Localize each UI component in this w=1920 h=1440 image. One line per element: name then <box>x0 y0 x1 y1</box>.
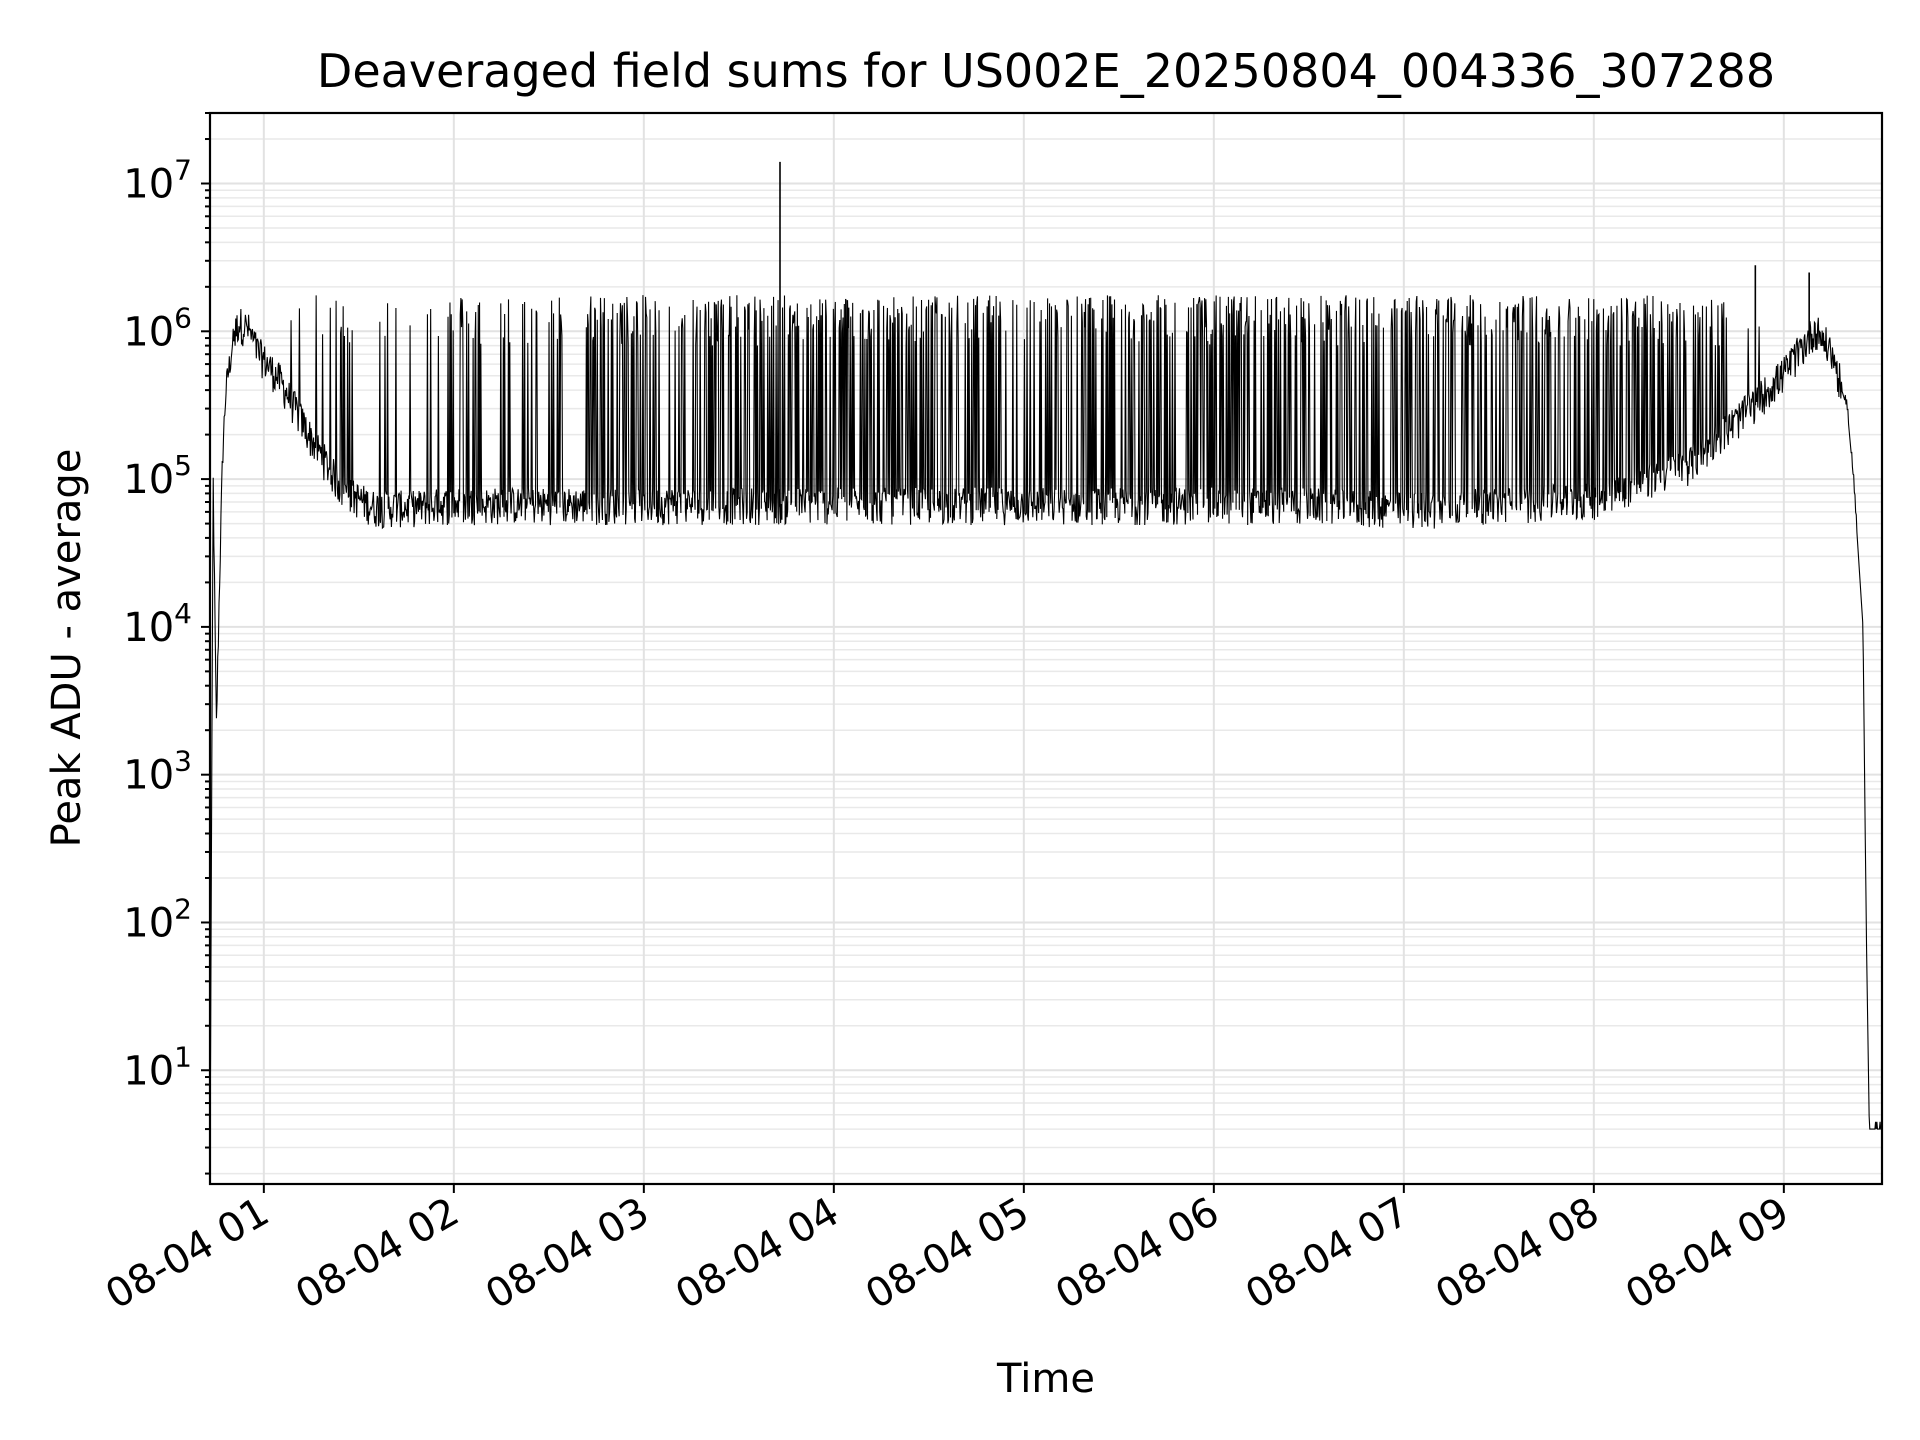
x-tick-label: 08-04 09 <box>1618 1189 1797 1319</box>
x-tick-label: 08-04 05 <box>858 1189 1037 1319</box>
series-layer <box>209 161 1882 1169</box>
x-tick-label: 08-04 04 <box>668 1189 847 1319</box>
x-tick-label: 08-04 07 <box>1238 1189 1417 1319</box>
series-line <box>209 295 1882 1169</box>
y-axis-label: Peak ADU - average <box>44 449 90 848</box>
y-axis: 101 102 103 104 105 106 107 <box>123 112 210 1175</box>
y-tick-label: 101 <box>123 1040 192 1094</box>
x-tick-label: 08-04 03 <box>478 1189 657 1319</box>
y-tick-label: 107 <box>123 154 192 208</box>
chart-title: Deaveraged field sums for US002E_2025080… <box>317 44 1775 98</box>
x-tick-label: 08-04 02 <box>288 1189 467 1319</box>
y-tick-label: 104 <box>123 597 192 651</box>
plot-frame <box>208 111 1884 1186</box>
x-tick-label: 08-04 08 <box>1428 1189 1607 1319</box>
x-tick-label: 08-04 06 <box>1048 1189 1227 1319</box>
y-tick-label: 105 <box>123 449 192 503</box>
y-tick-label: 106 <box>123 301 192 355</box>
y-tick-label: 103 <box>123 745 192 799</box>
x-axis-label: Time <box>996 1356 1095 1402</box>
grid <box>210 112 1882 1184</box>
x-tick-label: 08-04 01 <box>98 1189 277 1319</box>
x-axis: 08-04 01 08-04 02 08-04 03 08-04 04 08-04 05… <box>98 1184 1797 1319</box>
y-tick-label: 102 <box>123 892 192 946</box>
